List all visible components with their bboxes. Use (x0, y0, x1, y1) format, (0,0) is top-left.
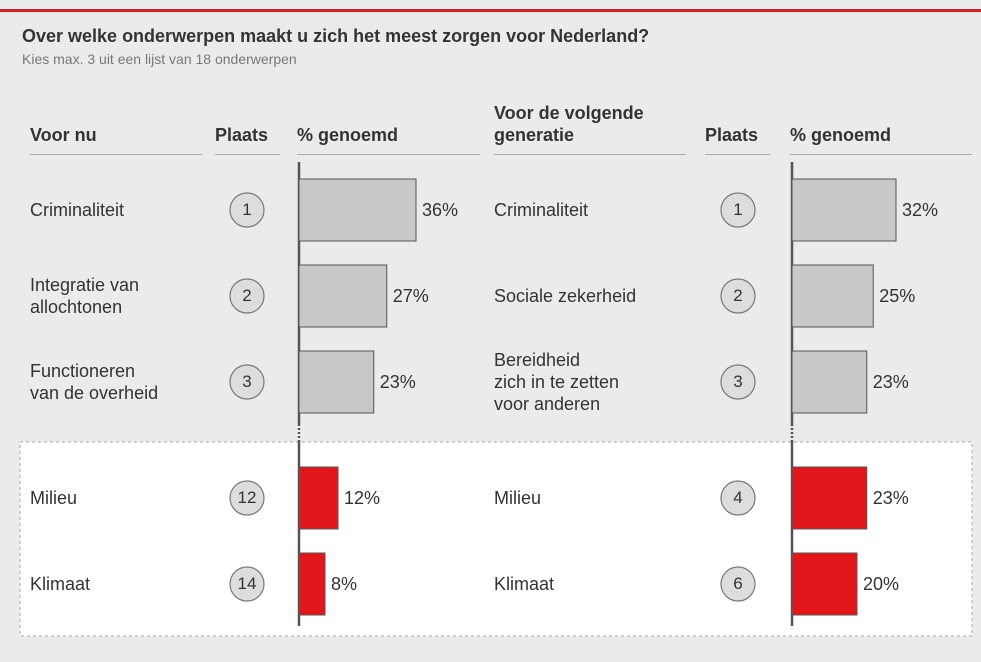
category-label: Milieu (30, 488, 78, 508)
column-header: Plaats (705, 125, 759, 145)
bar (298, 178, 417, 242)
category-label: Functioneren van de overheid (30, 361, 159, 403)
category-label: Milieu (494, 488, 542, 508)
bar (791, 350, 868, 414)
value-label: 23% (379, 372, 416, 392)
category-label: Integratie van allochtonen (30, 275, 140, 317)
rank-badge (229, 480, 265, 516)
bar (791, 264, 874, 328)
rank-label: 4 (733, 488, 743, 507)
bar (791, 552, 858, 616)
rank-badge (229, 278, 265, 314)
category-label: Sociale zekerheid (494, 286, 637, 306)
rank-badge (720, 566, 756, 602)
rank-label: 12 (237, 488, 257, 507)
rank-label: 2 (242, 286, 252, 305)
bar (298, 552, 326, 616)
rank-label: 6 (733, 574, 743, 593)
column-header: Voor nu (30, 125, 97, 145)
title: Over welke onderwerpen maakt u zich het … (22, 26, 650, 46)
column-header: % genoemd (790, 125, 892, 145)
rank-label: 14 (237, 574, 257, 593)
column-header: Plaats (215, 125, 269, 145)
category-label: Criminaliteit (494, 200, 589, 220)
bar (791, 466, 868, 530)
value-label: 23% (872, 488, 909, 508)
rank-label: 1 (733, 200, 743, 219)
column-header: % genoemd (297, 125, 399, 145)
top-rule (0, 9, 981, 12)
category-label: Klimaat (30, 574, 91, 594)
rank-badge (720, 364, 756, 400)
value-label: 8% (331, 574, 358, 594)
value-label: 32% (902, 200, 939, 220)
rank-badge (229, 364, 265, 400)
rank-label: 2 (733, 286, 743, 305)
rank-badge (229, 566, 265, 602)
category-label: Klimaat (494, 574, 555, 594)
bar (298, 466, 339, 530)
bar (791, 178, 897, 242)
bar (298, 264, 388, 328)
value-label: 36% (422, 200, 459, 220)
subtitle: Kies max. 3 uit een lijst van 18 onderwe… (22, 51, 297, 67)
value-label: 25% (879, 286, 916, 306)
category-label: Criminaliteit (30, 200, 125, 220)
category-label: Bereidheid zich in te zetten voor andere… (494, 350, 620, 414)
bar (298, 350, 375, 414)
rank-label: 1 (242, 200, 252, 219)
rank-badge (720, 192, 756, 228)
rank-badge (720, 278, 756, 314)
rank-label: 3 (242, 372, 252, 391)
rank-badge (720, 480, 756, 516)
value-label: 27% (392, 286, 429, 306)
rank-badge (229, 192, 265, 228)
value-label: 20% (863, 574, 900, 594)
value-label: 12% (344, 488, 381, 508)
rank-label: 3 (733, 372, 743, 391)
column-header: Voor de volgende generatie (494, 103, 644, 145)
value-label: 23% (872, 372, 909, 392)
